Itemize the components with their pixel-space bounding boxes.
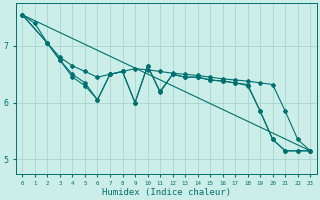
X-axis label: Humidex (Indice chaleur): Humidex (Indice chaleur) xyxy=(102,188,231,197)
